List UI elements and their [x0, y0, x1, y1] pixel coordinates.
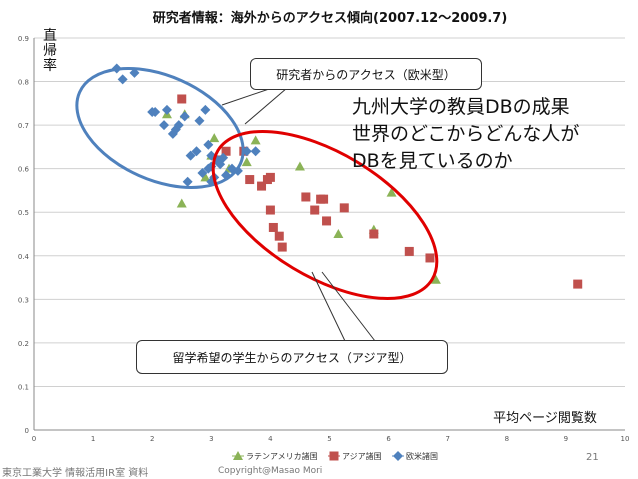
data-point	[430, 274, 441, 284]
y-tick-label: 0.9	[18, 35, 29, 43]
data-point	[179, 111, 190, 122]
headline-text: 九州大学の教員DBの成果 世界のどこからどんな人が DBを見ているのか	[352, 94, 579, 175]
data-point	[161, 104, 172, 115]
data-point	[333, 229, 344, 238]
data-point	[245, 175, 255, 185]
data-point	[257, 181, 267, 191]
legend: ラテンアメリカ諸国 アジア諸国 欧米諸国	[232, 451, 438, 461]
data-point	[310, 205, 320, 215]
data-point	[209, 133, 220, 143]
data-point	[117, 74, 128, 85]
x-tick-label: 4	[268, 435, 273, 443]
data-point	[404, 246, 414, 256]
data-point	[185, 150, 196, 161]
data-point	[241, 157, 252, 167]
data-point	[265, 172, 275, 182]
y-tick-label: 0.1	[18, 383, 29, 391]
legend-label: ラテンアメリカ諸国	[246, 451, 318, 461]
data-point	[322, 216, 332, 226]
y-tick-label: 0.8	[18, 79, 29, 87]
gridlines	[34, 37, 625, 387]
headline-line-2: 世界のどこからどんな人が	[352, 123, 580, 145]
page-number: 21	[586, 452, 599, 463]
data-point	[200, 104, 211, 115]
legend-marker	[233, 451, 243, 460]
y-tick-label: 0	[25, 427, 29, 435]
y-tick-label: 0.6	[18, 166, 30, 174]
y-tick-label: 0.2	[18, 340, 29, 348]
x-tick-label: 2	[150, 435, 154, 443]
data-point	[194, 115, 205, 126]
data-point	[182, 176, 193, 187]
data-point	[177, 94, 187, 104]
legend-marker	[329, 451, 339, 461]
data-point	[200, 172, 211, 182]
data-point	[203, 139, 214, 150]
data-point	[176, 198, 187, 208]
source-note: 東京工業大学 情報活用IR室 資料	[2, 468, 149, 479]
data-point	[197, 168, 208, 179]
data-point	[150, 107, 161, 118]
data-point	[250, 146, 261, 157]
data-points	[111, 63, 583, 289]
researcher-ellipse	[75, 67, 245, 189]
student-access-callout: 留学希望の学生からのアクセス（アジア型）	[136, 340, 448, 374]
axes	[33, 38, 625, 431]
data-point	[425, 253, 435, 263]
student-callout-pointer	[311, 271, 346, 342]
data-point	[301, 192, 311, 202]
data-point	[250, 135, 261, 145]
x-tick-label: 3	[209, 435, 213, 443]
data-point	[274, 231, 284, 241]
data-point	[319, 194, 329, 204]
data-point	[221, 146, 231, 156]
researcher-access-callout: 研究者からのアクセス（欧米型）	[250, 58, 482, 90]
legend-label: アジア諸国	[342, 451, 382, 461]
x-tick-label: 10	[621, 435, 630, 443]
y-tick-label: 0.5	[18, 209, 29, 217]
data-point	[191, 146, 202, 157]
x-tick-label: 9	[564, 435, 568, 443]
y-tick-label: 0.3	[18, 296, 29, 304]
researcher-callout-pointer	[244, 87, 288, 125]
researcher-callout-pointer	[221, 87, 273, 106]
headline-line-3: DBを見ているのか	[352, 150, 513, 172]
student-callout-pointer	[321, 271, 376, 342]
y-axis-label: 直帰率	[43, 27, 57, 74]
headline-line-1: 九州大学の教員DBの成果	[352, 96, 570, 118]
x-tick-label: 5	[327, 435, 331, 443]
tick-labels: 0 0.1 0.2 0.3 0.4 0.5 0.6 0.7 0.8 0.9 0 1 2 3 4 5 6 7 8 9 10	[18, 35, 630, 443]
y-axis-label-char: 率	[43, 57, 57, 74]
data-point	[573, 279, 583, 289]
x-tick-label: 6	[386, 435, 391, 443]
y-tick-label: 0.7	[18, 122, 29, 130]
y-axis-label-char: 帰	[43, 42, 57, 59]
legend-marker	[393, 451, 403, 461]
data-point	[277, 242, 287, 252]
data-point	[294, 161, 305, 171]
data-point	[218, 152, 229, 163]
data-point	[386, 187, 397, 197]
x-tick-label: 1	[91, 435, 95, 443]
student-ellipse	[211, 130, 439, 300]
x-tick-label: 7	[445, 435, 449, 443]
y-axis-label-char: 直	[43, 27, 57, 44]
data-point	[268, 222, 278, 232]
x-tick-label: 8	[505, 435, 509, 443]
chart-title: 研究者情報：海外からのアクセス傾向(2007.12〜2009.7)	[153, 10, 508, 26]
data-point	[173, 120, 184, 131]
annotation-ellipses	[75, 67, 439, 342]
data-point	[339, 203, 349, 213]
y-tick-label: 0.4	[18, 253, 30, 261]
data-point	[265, 205, 275, 215]
x-tick-label: 0	[32, 435, 36, 443]
legend-label: 欧米諸国	[406, 451, 438, 461]
data-point	[159, 120, 170, 131]
copyright-note: Copyright@Masao Mori	[218, 466, 323, 476]
data-point	[369, 229, 379, 239]
data-point	[129, 67, 140, 78]
x-axis-label: 平均ページ閲覧数	[493, 410, 597, 426]
